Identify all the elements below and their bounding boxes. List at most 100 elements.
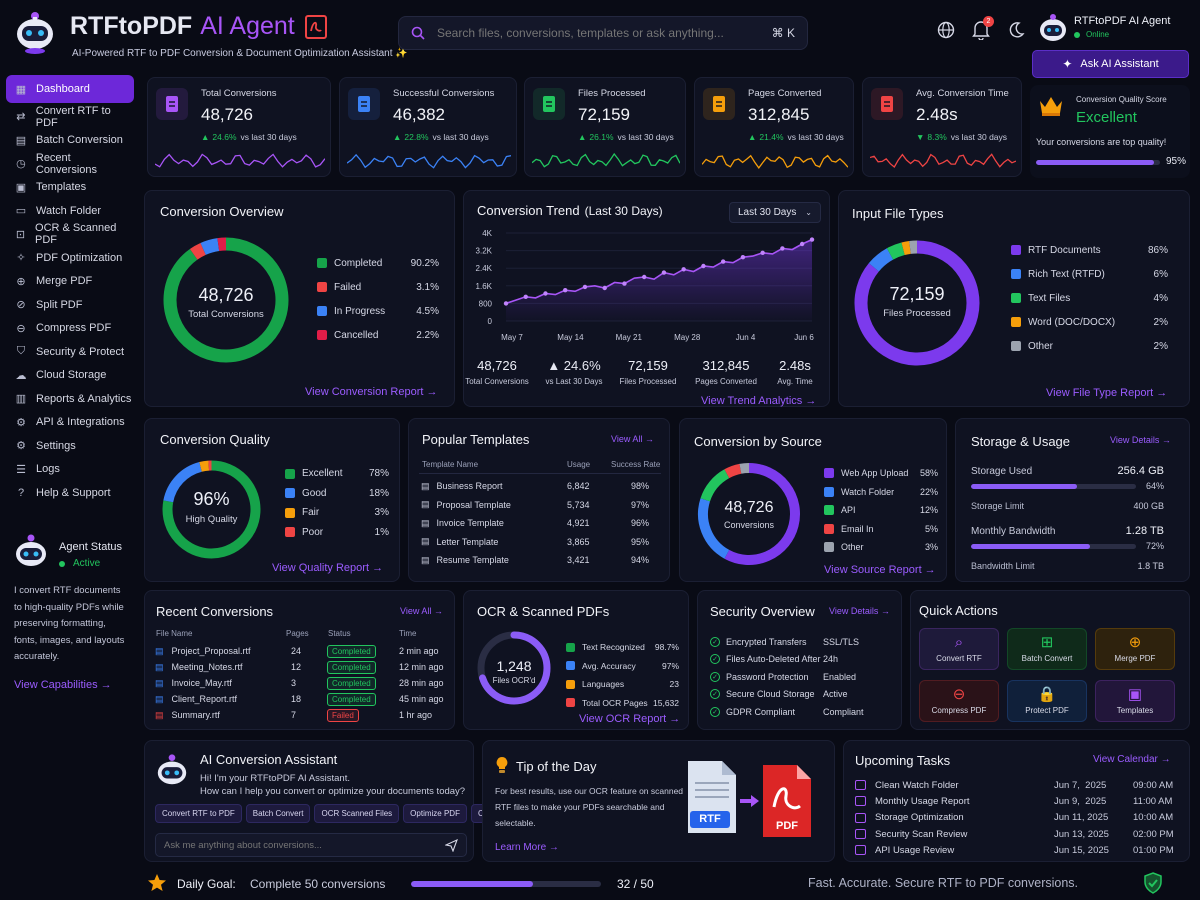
view-quality-report-link[interactable]: View Quality Report → (272, 562, 384, 574)
globe-icon[interactable] (937, 21, 955, 42)
merge-icon: ⊕ (1128, 634, 1142, 651)
quick-action-batch-convert[interactable]: ⊞ Batch Convert (1007, 628, 1087, 670)
moon-icon[interactable] (1007, 21, 1025, 42)
sidebar-item-logs[interactable]: ☰ Logs (6, 458, 134, 482)
storage-usage-card: Storage & Usage View Details → Storage U… (955, 418, 1190, 582)
task-item[interactable]: Monthly Usage Report Jun 9, 2025 11:00 AM (855, 793, 1180, 809)
legend-item: Poor 1% (285, 523, 389, 543)
sidebar-item-convert-rtf-to-pdf[interactable]: ⇄ Convert RTF to PDF (6, 105, 134, 129)
document-icon: ▤ (421, 480, 430, 491)
suggestion-chip[interactable]: Batch Convert (245, 804, 311, 823)
suggestion-chip[interactable]: Optimize PDF (403, 804, 467, 823)
view-file-type-report-link[interactable]: View File Type Report → (1046, 387, 1168, 399)
sparkline (702, 154, 848, 170)
legend-label: Text Files (1028, 292, 1071, 304)
table-row[interactable]: ▤ Business Report 6,842 98% (419, 477, 661, 496)
tip-learn-more-link[interactable]: Learn More → (495, 842, 559, 853)
stat-label: Total Conversions (201, 88, 277, 99)
view-trend-analytics-link[interactable]: View Trend Analytics → (701, 395, 817, 407)
recent-view-all-link[interactable]: View All → (400, 606, 443, 616)
view-source-report-link[interactable]: View Source Report → (824, 564, 936, 576)
task-item[interactable]: API Usage Review Jun 15, 2025 01:00 PM (855, 842, 1180, 858)
arrow-down-icon: ▼ (916, 132, 925, 142)
search-bar[interactable]: ⌘ K (398, 16, 808, 50)
sidebar-item-batch-conversion[interactable]: ▤ Batch Conversion (6, 129, 134, 153)
templates-title: Popular Templates (422, 432, 530, 447)
sidebar-item-reports-analytics[interactable]: ▥ Reports & Analytics (6, 387, 134, 411)
sidebar-item-recent-conversions[interactable]: ◷ Recent Conversions (6, 152, 134, 176)
donut-segment-failed (189, 242, 206, 260)
task-item[interactable]: Storage Optimization Jun 11, 2025 10:00 AM (855, 810, 1180, 826)
sidebar-item-merge-pdf[interactable]: ⊕ Merge PDF (6, 270, 134, 294)
sidebar-item-help-support[interactable]: ? Help & Support (6, 481, 134, 505)
suggestion-chip[interactable]: Convert RTF to PDF (155, 804, 242, 823)
sidebar-item-settings[interactable]: ⚙ Settings (6, 434, 134, 458)
send-icon[interactable] (445, 838, 458, 852)
sidebar-item-templates[interactable]: ▣ Templates (6, 176, 134, 200)
templates-view-all-link[interactable]: View All → (611, 434, 654, 444)
notification-badge: 2 (983, 16, 994, 27)
trend-point (780, 246, 785, 251)
sidebar-item-dashboard[interactable]: ▦ Dashboard (6, 75, 134, 103)
table-row[interactable]: ▤ Project_Proposal.rtf 24 Completed 2 min ag… (153, 643, 448, 659)
sidebar-item-security-protect[interactable]: ⛉ Security & Protect (6, 340, 134, 364)
task-item[interactable]: Security Scan Review Jun 13, 2025 02:00 PM (855, 826, 1180, 842)
trend-stat-value: 312,845 (702, 358, 750, 373)
sidebar-item-ocr-scanned-pdf[interactable]: ⊡ OCR & Scanned PDF (6, 222, 134, 246)
file-types-center-value: 72,159 (889, 284, 945, 304)
legend-value: 4% (1153, 292, 1168, 304)
trend-point (543, 291, 548, 296)
view-ocr-report-link[interactable]: View OCR Report → (579, 713, 681, 725)
legend-item: Text Files 4% (1011, 286, 1168, 310)
table-row[interactable]: ▤ Client_Report.rtf 18 Completed 45 min ago (153, 691, 448, 707)
sidebar-item-pdf-optimization[interactable]: ✧ PDF Optimization (6, 246, 134, 270)
user-avatar[interactable] (1038, 13, 1068, 43)
template-name: Business Report (436, 481, 503, 492)
stat-delta-suffix: vs last 30 days (787, 132, 844, 142)
sidebar-item-split-pdf[interactable]: ⊘ Split PDF (6, 293, 134, 317)
status-badge: Failed (327, 708, 359, 722)
donut-segment-excellent (162, 460, 261, 559)
task-item[interactable]: Clean Watch Folder Jun 7, 2025 09:00 AM (855, 777, 1180, 793)
table-row[interactable]: ▤ Invoice Template 4,921 96% (419, 514, 661, 533)
search-input[interactable] (437, 26, 772, 40)
ask-ai-button[interactable]: ✦ Ask AI Assistant (1032, 50, 1189, 78)
chevron-down-icon: ⌄ (805, 208, 812, 217)
view-capabilities-link[interactable]: View Capabilities → (14, 679, 112, 691)
legend-swatch (317, 282, 327, 292)
table-row[interactable]: ▤ Letter Template 3,865 95% (419, 533, 661, 552)
sidebar-item-watch-folder[interactable]: ▭ Watch Folder (6, 199, 134, 223)
quick-action-compress-pdf[interactable]: ⊖ Compress PDF (919, 680, 999, 722)
sidebar-item-compress-pdf[interactable]: ⊖ Compress PDF (6, 317, 134, 341)
suggestion-chip[interactable]: OCR Scanned Files (314, 804, 400, 823)
sidebar-item-api-integrations[interactable]: ⚙ API & Integrations (6, 411, 134, 435)
agent-status-label: Agent Status (59, 541, 122, 553)
quick-action-merge-pdf[interactable]: ⊕ Merge PDF (1095, 628, 1175, 670)
quick-action-templates[interactable]: ▣ Templates (1095, 680, 1175, 722)
table-row[interactable]: ▤ Proposal Template 5,734 97% (419, 496, 661, 515)
table-row[interactable]: ▤ Invoice_May.rtf 3 Completed 28 min ago (153, 675, 448, 691)
file-icon: ▤ (155, 709, 164, 720)
view-conversion-report-link[interactable]: View Conversion Report → (305, 386, 438, 398)
table-row[interactable]: ▤ Resume Template 3,421 94% (419, 551, 661, 570)
assistant-input[interactable] (164, 839, 445, 851)
table-row[interactable]: ▤ Summary.rtf 7 Failed 1 hr ago (153, 707, 448, 723)
storage-used-bar (971, 484, 1136, 489)
legend-value: 3.1% (416, 281, 439, 293)
security-view-details-link[interactable]: View Details → (829, 606, 890, 616)
quick-action-label: Convert RTF (936, 654, 982, 663)
assistant-input-box[interactable] (155, 833, 467, 857)
check-circle-icon: ✓ (710, 654, 720, 665)
trend-range-select[interactable]: Last 30 Days ⌄ (729, 202, 821, 223)
storage-view-details-link[interactable]: View Details → (1110, 435, 1171, 445)
agent-status-value: Active (73, 558, 101, 569)
shield-icon: ⛉ (16, 345, 26, 358)
pdf-icon (304, 14, 327, 39)
view-calendar-link[interactable]: View Calendar → (1093, 754, 1171, 765)
merge-icon: ⊕ (16, 275, 26, 288)
table-row[interactable]: ▤ Meeting_Notes.rtf 12 Completed 12 min ago (153, 659, 448, 675)
quick-action-protect-pdf[interactable]: 🔒 Protect PDF (1007, 680, 1087, 722)
quick-action-convert-rtf[interactable]: ⌕ Convert RTF (919, 628, 999, 670)
sidebar-item-cloud-storage[interactable]: ☁ Cloud Storage (6, 364, 134, 388)
legend-value: 2.2% (416, 329, 439, 341)
